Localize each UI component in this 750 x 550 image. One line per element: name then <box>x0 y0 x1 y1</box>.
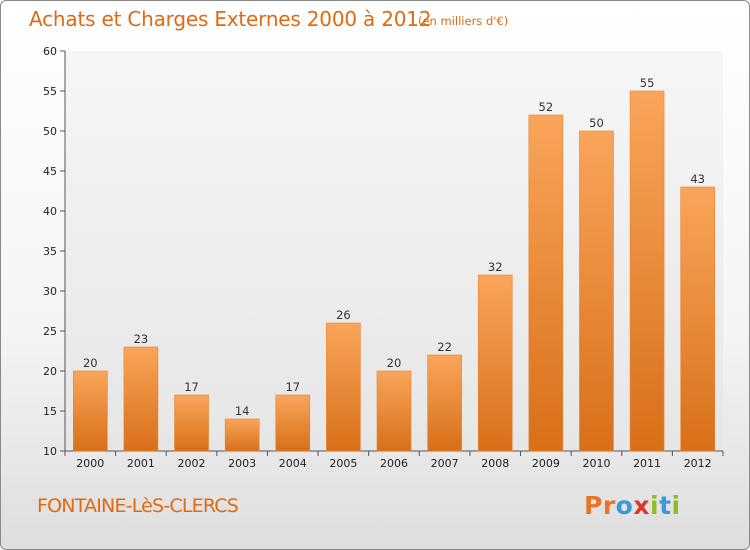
x-tick-label: 2007 <box>431 457 459 470</box>
bar-value-label: 26 <box>336 308 351 322</box>
y-tick-label: 10 <box>43 445 57 458</box>
bar-value-label: 50 <box>589 116 604 130</box>
bar-value-label: 20 <box>387 356 402 370</box>
x-tick-label: 2005 <box>329 457 357 470</box>
y-tick-label: 45 <box>43 165 57 178</box>
bar <box>174 394 209 452</box>
bar <box>73 370 108 452</box>
bar <box>376 370 412 452</box>
logo-letter: t <box>659 491 672 520</box>
logo-letter: x <box>633 491 650 520</box>
y-tick-label: 55 <box>43 85 57 98</box>
proxiti-logo[interactable]: Proxiti <box>584 491 681 520</box>
bar-value-label: 14 <box>235 404 250 418</box>
y-tick-label: 40 <box>43 205 57 218</box>
x-tick-label: 2012 <box>684 457 712 470</box>
logo-letter: o <box>615 491 634 520</box>
bar <box>326 322 361 452</box>
bar <box>123 346 159 452</box>
x-tick-label: 2008 <box>481 457 509 470</box>
commune-name: FONTAINE-LèS-CLERCS <box>37 495 239 517</box>
x-tick-label: 2004 <box>279 457 307 470</box>
bar <box>275 394 311 452</box>
y-tick-label: 50 <box>43 125 57 138</box>
y-tick-label: 25 <box>43 325 57 338</box>
x-tick-label: 2009 <box>532 457 560 470</box>
x-tick-label: 2006 <box>380 457 408 470</box>
x-tick-label: 2003 <box>228 457 256 470</box>
logo-letter: r <box>602 491 616 520</box>
y-tick-label: 15 <box>43 405 57 418</box>
x-tick-label: 2010 <box>582 457 610 470</box>
bar-value-label: 17 <box>285 380 300 394</box>
x-tick-label: 2011 <box>633 457 661 470</box>
x-tick-label: 2001 <box>127 457 155 470</box>
y-tick-label: 60 <box>43 45 57 58</box>
chart-title: Achats et Charges Externes 2000 à 2012 <box>29 7 432 31</box>
logo-letter: i <box>671 491 681 520</box>
bar-value-label: 52 <box>539 100 554 114</box>
bar-value-label: 43 <box>690 172 705 186</box>
logo-letter: P <box>584 491 603 520</box>
bar <box>224 418 260 452</box>
x-tick-label: 2002 <box>178 457 206 470</box>
bar-value-label: 55 <box>640 76 655 90</box>
x-tick-label: 2000 <box>76 457 104 470</box>
bar-value-label: 22 <box>437 340 452 354</box>
bar <box>528 114 564 452</box>
bar <box>680 186 715 452</box>
y-tick-label: 30 <box>43 285 57 298</box>
bar-value-label: 23 <box>134 332 149 346</box>
bar-value-label: 32 <box>488 260 503 274</box>
bar <box>579 130 614 452</box>
bar <box>629 90 665 452</box>
bar-value-label: 20 <box>83 356 98 370</box>
bar-value-label: 17 <box>184 380 199 394</box>
bar <box>477 274 513 452</box>
y-tick-label: 35 <box>43 245 57 258</box>
logo-letter: i <box>650 491 660 520</box>
y-tick-label: 20 <box>43 365 57 378</box>
chart-subtitle: (en milliers d'€) <box>418 14 509 28</box>
bar <box>427 354 462 452</box>
